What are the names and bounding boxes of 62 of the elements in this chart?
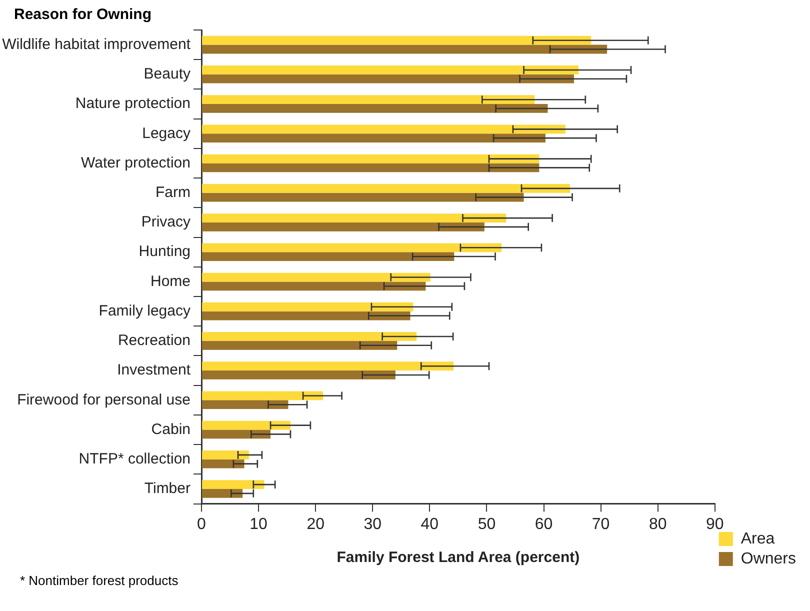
bar — [202, 192, 524, 202]
bar — [202, 66, 579, 74]
y-tick-label: NTFP* collection — [78, 450, 190, 468]
x-tick-label: 50 — [478, 516, 496, 533]
bar — [202, 214, 506, 222]
x-tick-label: 20 — [306, 516, 325, 533]
bar — [202, 74, 574, 84]
text: * Nontimber forest products — [20, 573, 178, 588]
bar — [202, 36, 592, 45]
bar — [202, 134, 546, 143]
bar — [202, 311, 410, 320]
x-axis-title: Family Forest Land Area (percent) — [336, 549, 580, 566]
bar — [202, 272, 430, 282]
bar — [202, 44, 608, 54]
y-axis-title: Reason for Owning — [14, 6, 152, 23]
bar — [202, 95, 535, 104]
bar — [202, 302, 414, 312]
bar — [202, 124, 566, 134]
bar — [202, 252, 454, 261]
x-tick-label: 0 — [197, 516, 206, 533]
legend-label: Owners — [740, 550, 796, 568]
bar — [202, 488, 243, 498]
y-tick-label: Investment — [117, 362, 192, 379]
legend-label: Area — [740, 530, 775, 548]
y-tick-label: Farm — [156, 184, 190, 202]
x-tick-label: 70 — [592, 516, 610, 533]
bar — [202, 370, 396, 380]
y-tick-label: Hunting — [138, 243, 190, 260]
bar — [202, 154, 540, 164]
bar — [202, 104, 548, 113]
bar — [202, 163, 540, 172]
y-tick-label: Privacy — [141, 214, 191, 231]
bar — [202, 340, 398, 350]
y-tick-label: Wildlife habitat improvement — [2, 36, 192, 53]
bar — [202, 480, 264, 489]
y-tick-label: Beauty — [144, 66, 191, 83]
bar — [202, 184, 570, 193]
y-tick-label: Firewood for personal use — [17, 391, 190, 408]
bar — [202, 282, 426, 291]
y-tick-label: Legacy — [142, 124, 191, 142]
x-tick-label: 40 — [420, 516, 439, 533]
bar — [202, 400, 288, 410]
bar — [202, 420, 290, 430]
y-tick-label: Recreation — [118, 332, 190, 350]
x-tick-label: 10 — [250, 516, 268, 533]
x-tick-label: 80 — [648, 516, 667, 533]
bar — [202, 391, 323, 400]
x-tick-label: 90 — [706, 516, 724, 533]
bar — [202, 459, 244, 468]
x-tick-label: 30 — [364, 516, 382, 533]
bar — [202, 362, 454, 371]
y-tick-label: Nature protection — [75, 95, 190, 112]
y-tick-label: Water protection — [81, 154, 190, 172]
bar — [202, 222, 484, 232]
x-tick-label: 60 — [534, 516, 553, 533]
bar — [202, 243, 502, 252]
y-tick-label: Family legacy — [98, 302, 191, 320]
bar — [202, 450, 249, 460]
y-tick-label: Timber — [144, 480, 190, 498]
y-tick-label: Cabin — [151, 420, 190, 438]
y-tick-label: Home — [150, 272, 190, 290]
bar — [202, 332, 417, 341]
